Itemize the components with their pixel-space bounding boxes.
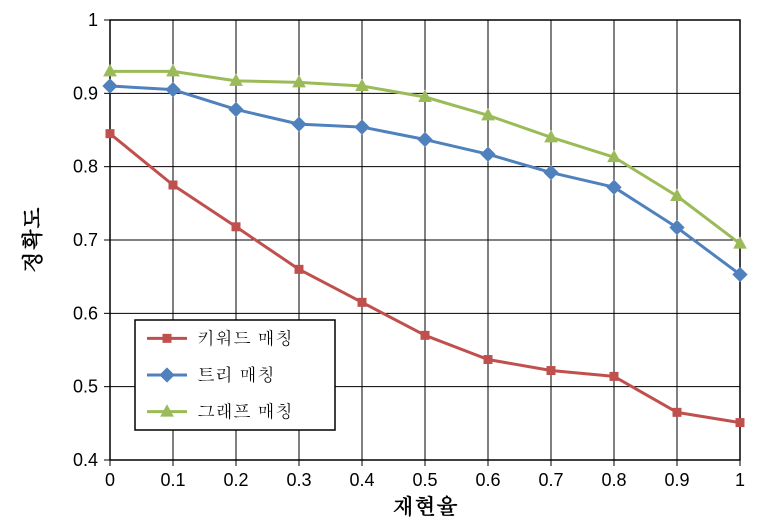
svg-text:0: 0 <box>105 470 115 490</box>
svg-text:정확도: 정확도 <box>16 207 47 273</box>
svg-text:0.6: 0.6 <box>73 303 98 323</box>
svg-text:0.2: 0.2 <box>223 470 248 490</box>
svg-text:0.3: 0.3 <box>286 470 311 490</box>
svg-text:0.1: 0.1 <box>160 470 185 490</box>
svg-text:그래프 매칭: 그래프 매칭 <box>197 399 293 424</box>
svg-text:재현율: 재현율 <box>392 490 458 521</box>
svg-text:1: 1 <box>735 470 745 490</box>
precision-recall-chart: 0.4 0.5 0.6 0.7 0.8 0.9 1 0 0.1 0.2 0.3 0.4 0.5 0.6 0.… <box>0 0 768 528</box>
svg-text:0.4: 0.4 <box>349 470 374 490</box>
svg-text:0.6: 0.6 <box>475 470 500 490</box>
svg-text:0.5: 0.5 <box>73 377 98 397</box>
svg-text:0.9: 0.9 <box>73 83 98 103</box>
svg-text:0.4: 0.4 <box>73 450 98 470</box>
svg-text:0.7: 0.7 <box>73 230 98 250</box>
chart-svg: 0.4 0.5 0.6 0.7 0.8 0.9 1 0 0.1 0.2 0.3 0.4 0.5 0.6 0.… <box>0 0 768 528</box>
svg-text:0.8: 0.8 <box>601 470 626 490</box>
svg-text:0.9: 0.9 <box>664 470 689 490</box>
svg-text:0.7: 0.7 <box>538 470 563 490</box>
svg-text:0.5: 0.5 <box>412 470 437 490</box>
svg-text:트리 매칭: 트리 매칭 <box>197 362 275 387</box>
svg-text:키워드 매칭: 키워드 매칭 <box>197 325 293 350</box>
svg-text:0.8: 0.8 <box>73 157 98 177</box>
svg-text:1: 1 <box>88 10 98 30</box>
